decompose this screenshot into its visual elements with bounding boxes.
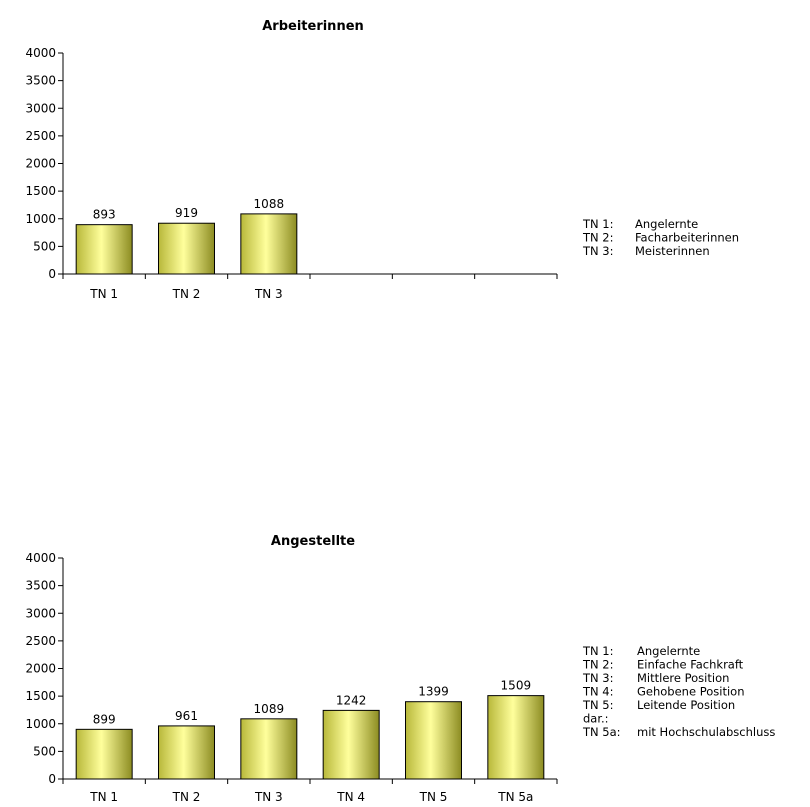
- y-tick-label: 1500: [25, 689, 56, 703]
- legend-text: Facharbeiterinnen: [635, 231, 739, 245]
- bar: [323, 710, 379, 779]
- y-tick-label: 3000: [25, 101, 56, 115]
- category-label: TN 3: [254, 790, 283, 804]
- legend-text: Mittlere Position: [637, 671, 729, 685]
- legend-text: Einfache Fachkraft: [637, 658, 744, 672]
- chart-1: Angestellte 0 500 1000 1500 2000 2500 3000 3500 4…: [25, 534, 775, 804]
- category-label: TN 2: [172, 287, 201, 301]
- category-label: TN 1: [89, 287, 118, 301]
- y-tick-label: 2000: [25, 662, 56, 676]
- chart-0: Arbeiterinnen 0 500 1000 1500 2000 2500 3000 350…: [25, 19, 739, 301]
- legend-key: TN 1:: [582, 217, 613, 231]
- data-label: 919: [175, 206, 198, 220]
- y-tick-label: 1000: [25, 212, 56, 226]
- data-label: 1509: [501, 679, 532, 693]
- category-label: TN 2: [172, 790, 201, 804]
- data-label: 961: [175, 709, 198, 723]
- legend-key: TN 3:: [582, 244, 613, 258]
- y-tick-label: 3500: [25, 579, 56, 593]
- data-label: 893: [93, 208, 116, 222]
- y-tick-label: 3500: [25, 74, 56, 88]
- y-tick-label: 2500: [25, 129, 56, 143]
- bar: [159, 726, 215, 779]
- legend-text: Gehobene Position: [637, 685, 744, 699]
- bar: [76, 729, 132, 779]
- chart-title: Arbeiterinnen: [262, 19, 364, 34]
- bar: [406, 702, 462, 779]
- legend-text: Angelernte: [637, 644, 700, 658]
- bar: [241, 214, 297, 274]
- bar: [76, 225, 132, 274]
- data-label: 1242: [336, 693, 367, 707]
- legend-key: TN 1:: [582, 644, 613, 658]
- data-label: 1088: [254, 197, 285, 211]
- legend-key: TN 4:: [582, 685, 613, 699]
- legend-key: TN 3:: [582, 671, 613, 685]
- legend-key: TN 2:: [582, 231, 613, 245]
- legend-key: TN 5a:: [582, 725, 621, 739]
- category-label: TN 5a: [497, 790, 533, 804]
- data-label: 899: [93, 712, 116, 726]
- category-label: TN 5: [419, 790, 448, 804]
- y-tick-label: 500: [33, 239, 56, 253]
- y-tick-label: 0: [48, 267, 56, 281]
- legend-text: Meisterinnen: [635, 244, 710, 258]
- y-tick-label: 1500: [25, 184, 56, 198]
- data-label: 1089: [254, 702, 285, 716]
- category-label: TN 1: [89, 790, 118, 804]
- y-tick-label: 3000: [25, 606, 56, 620]
- chart-title: Angestellte: [271, 534, 355, 549]
- y-tick-label: 0: [48, 772, 56, 786]
- legend-key: TN 2:: [582, 658, 613, 672]
- y-tick-label: 4000: [25, 551, 56, 565]
- legend-key: dar.:: [583, 712, 609, 726]
- y-tick-label: 2000: [25, 157, 56, 171]
- data-label: 1399: [418, 685, 449, 699]
- bar: [488, 696, 544, 779]
- bar: [241, 719, 297, 779]
- legend-key: TN 5:: [582, 698, 613, 712]
- legend-text: Angelernte: [635, 217, 698, 231]
- y-tick-label: 4000: [25, 46, 56, 60]
- category-label: TN 4: [336, 790, 365, 804]
- legend-text: Leitende Position: [637, 698, 735, 712]
- bar: [159, 223, 215, 274]
- legend-text: mit Hochschulabschluss: [637, 725, 775, 739]
- y-tick-label: 1000: [25, 717, 56, 731]
- y-tick-label: 500: [33, 744, 56, 758]
- y-tick-label: 2500: [25, 634, 56, 648]
- category-label: TN 3: [254, 287, 283, 301]
